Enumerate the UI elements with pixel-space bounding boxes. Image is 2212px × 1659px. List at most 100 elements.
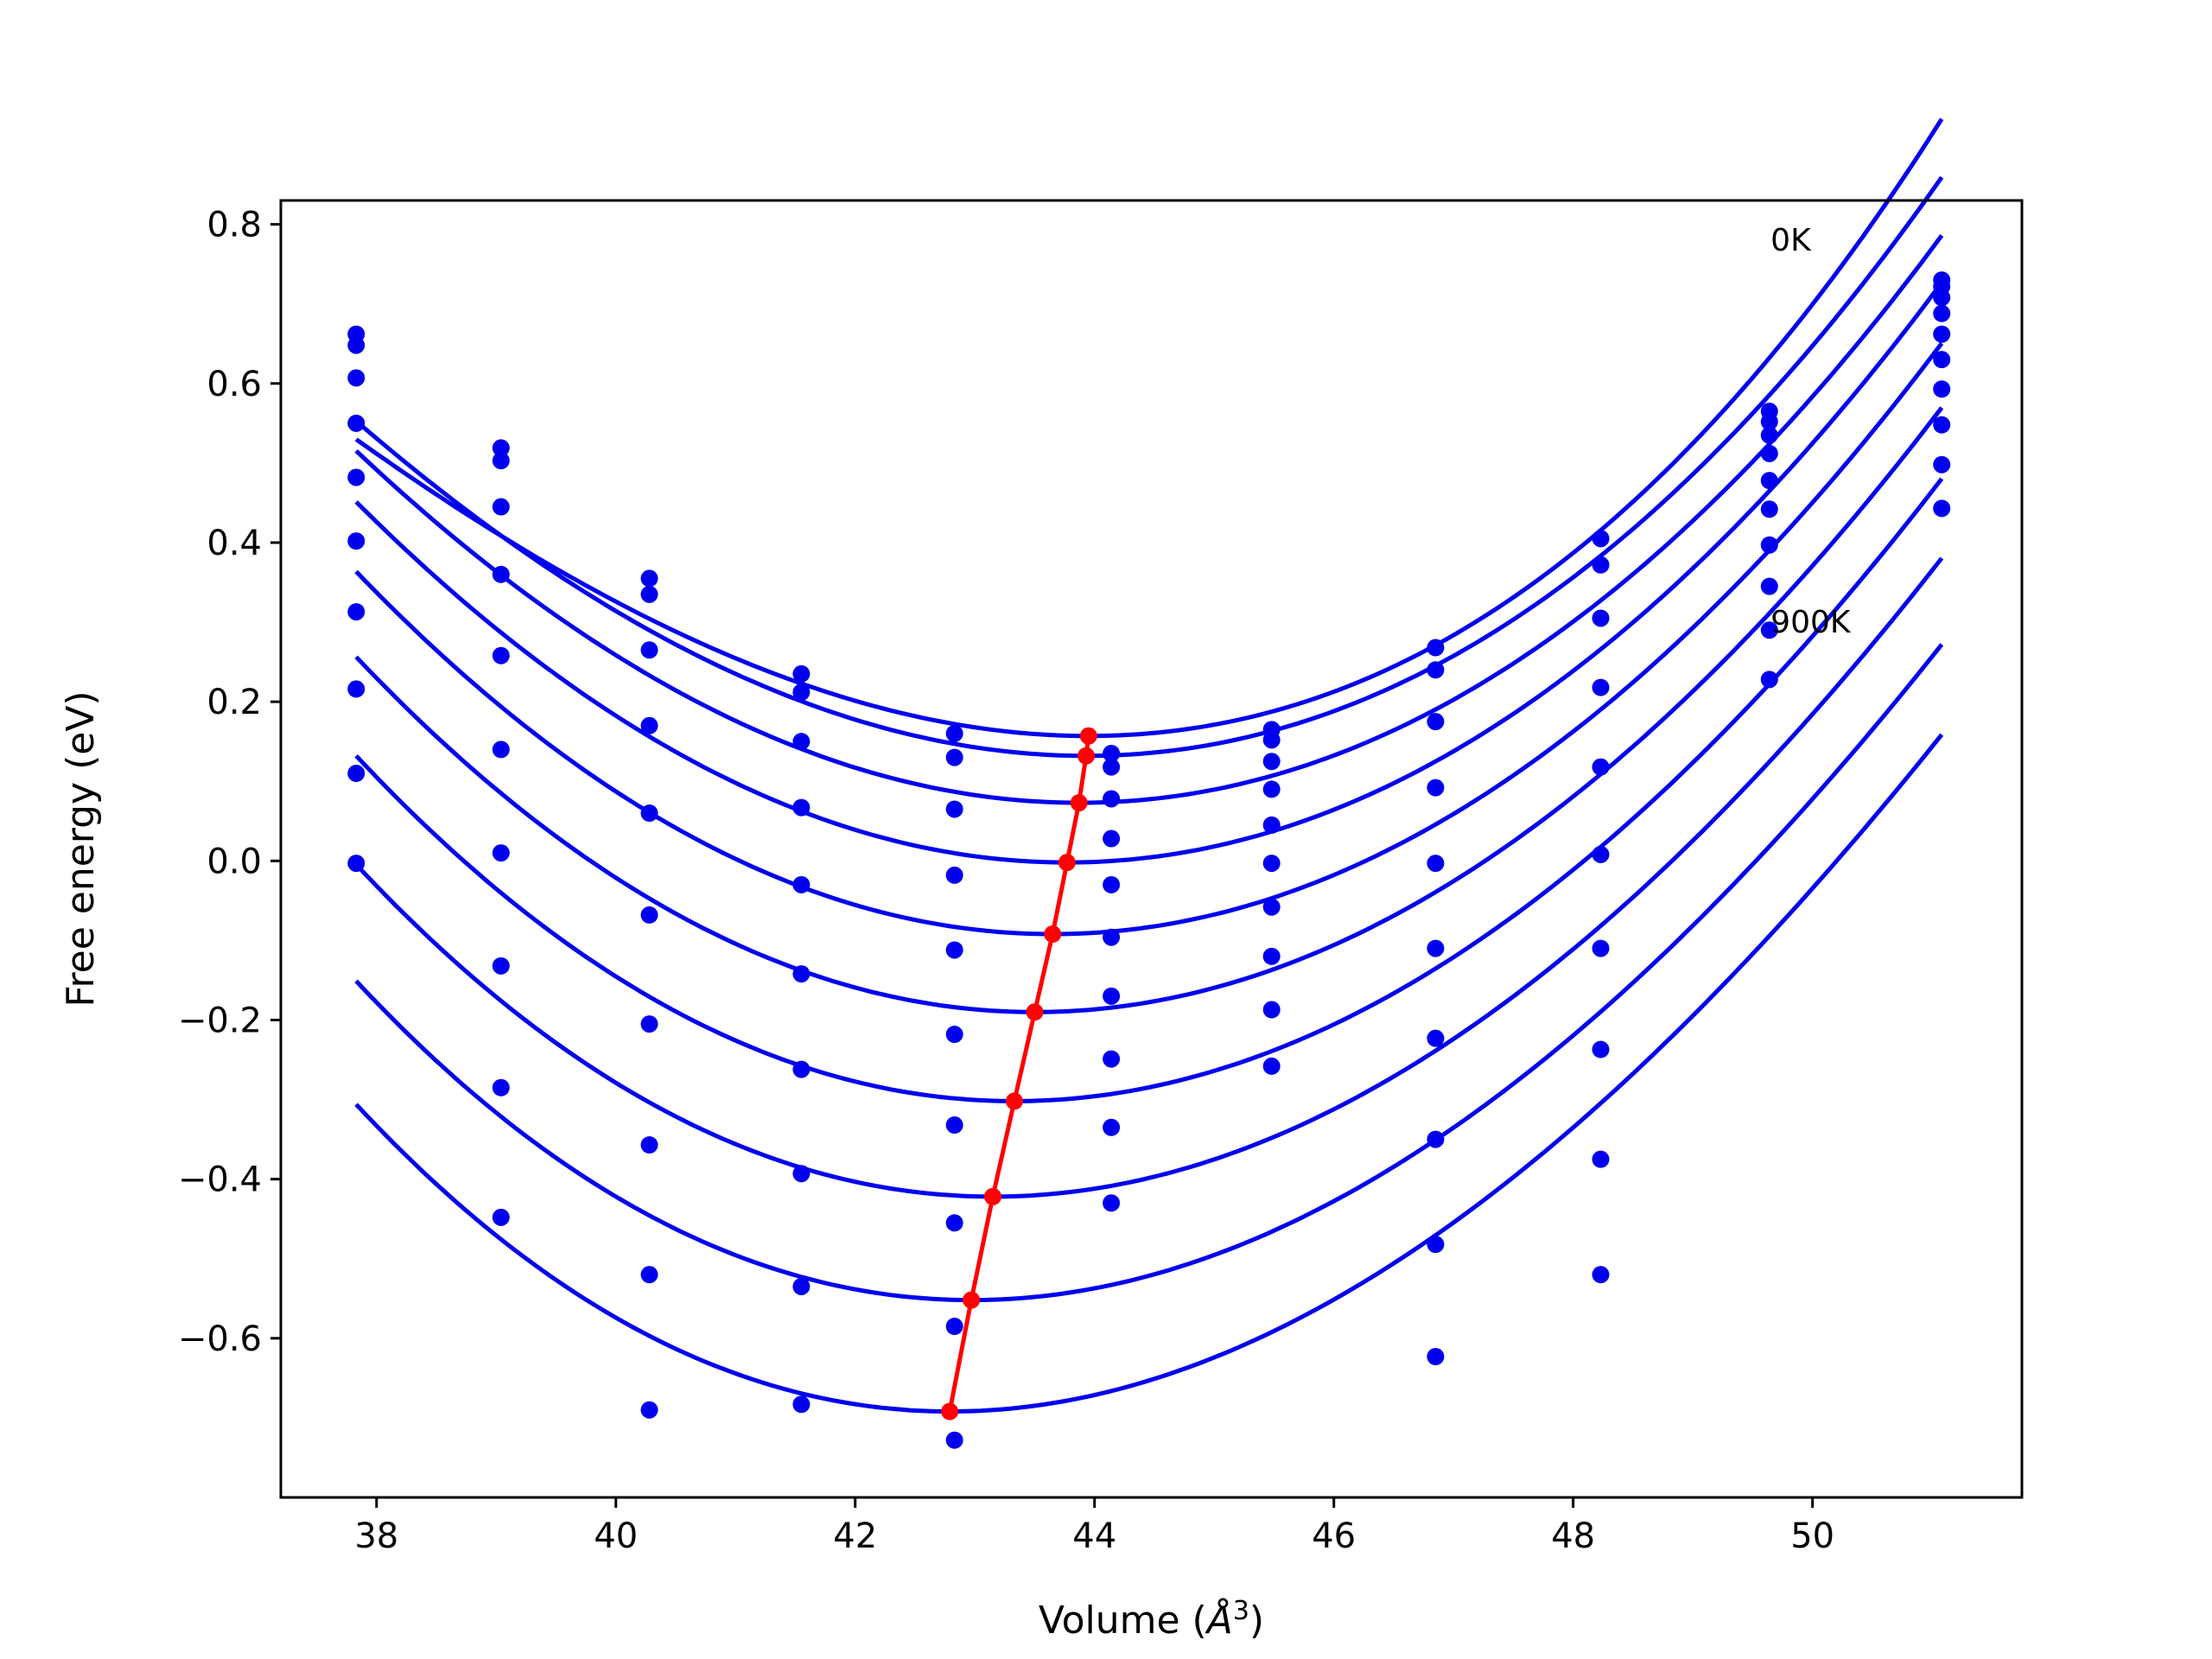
x-axis-unit-power: 3 [1233,1596,1249,1626]
minimum-point-7 [984,1187,1002,1205]
data-point-2-10 [1933,289,1951,307]
data-point-2-1 [492,498,510,516]
data-point-7-3 [792,1165,810,1183]
data-point-4-7 [1427,855,1445,873]
data-point-4-8 [1592,758,1610,776]
data-point-4-2 [640,804,658,823]
data-point-3-4 [945,866,963,884]
data-point-1-4 [945,748,963,766]
data-point-5-1 [492,741,510,759]
minima-line [947,735,1091,1412]
data-point-3-6 [1262,780,1281,798]
data-point-1-5 [1103,758,1121,776]
data-point-7-4 [945,1214,963,1232]
fit-curve-3 [354,281,1944,865]
data-point-2-4 [945,800,963,818]
y-tick-label-0: −0.6 [178,1319,262,1359]
data-point-4-9 [1760,472,1778,490]
fit-curve-7 [354,556,1944,1199]
data-point-7-6 [1262,947,1281,965]
data-point-9-10 [1933,499,1951,518]
data-point-5-5 [1103,928,1121,946]
data-point-6-1 [492,844,510,862]
data-point-5-2 [640,906,658,924]
data-point-7-8 [1592,1040,1610,1058]
data-point-2-3 [792,733,810,751]
data-point-5-7 [1427,939,1445,957]
data-point-8-2 [640,1266,658,1284]
data-point-0-4 [945,724,963,742]
x-axis-label-text: Volume [1039,1599,1180,1643]
data-point-4-0 [347,468,365,486]
data-point-3-2 [640,716,658,734]
data-point-3-3 [792,798,810,817]
data-point-6-8 [1592,939,1610,957]
data-point-5-6 [1262,855,1281,873]
data-point-5-0 [347,532,365,550]
data-point-9-0 [347,855,365,873]
minimum-point-9 [941,1402,959,1421]
minimum-point-2 [1070,794,1088,812]
data-point-6-3 [792,1060,810,1078]
data-point-5-4 [945,1026,963,1044]
y-tick-label-1: −0.4 [178,1160,262,1200]
data-point-8-9 [1760,621,1778,639]
data-point-9-6 [1262,1057,1281,1075]
data-point-1-6 [1262,731,1281,749]
data-point-4-3 [792,875,810,893]
data-point-2-7 [1427,713,1445,731]
data-point-0-2 [640,569,658,588]
data-point-0-3 [792,664,810,683]
data-point-6-4 [945,1116,963,1135]
data-point-3-1 [492,565,510,583]
data-point-7-9 [1760,577,1778,595]
data-point-8-10 [1933,455,1951,474]
fit-curve-4 [354,341,1944,937]
data-point-1-9 [1760,412,1778,430]
data-point-7-10 [1933,416,1951,434]
fit-curve-0 [354,118,1944,739]
data-point-2-2 [640,641,658,659]
data-point-0-5 [1103,744,1121,762]
data-point-4-10 [1933,325,1951,343]
y-tick-label-6: 0.6 [207,365,262,404]
fit-curves [354,118,1944,1414]
data-point-9-8 [1592,1266,1610,1284]
data-point-3-7 [1427,779,1445,797]
data-point-4-6 [1262,816,1281,834]
data-point-4-5 [1103,875,1121,893]
fit-curve-5 [354,406,1944,1014]
minimum-point-1 [1077,747,1096,765]
data-point-1-2 [640,585,658,603]
x-tick-label-5: 48 [1551,1516,1595,1556]
data-point-4-4 [945,941,963,959]
data-point-2-9 [1760,426,1778,444]
x-axis-label: Volume (Å3) [1039,1596,1264,1643]
data-points [347,271,1951,1449]
data-point-7-7 [1427,1130,1445,1148]
data-point-6-0 [347,603,365,621]
data-point-6-6 [1262,898,1281,916]
data-point-6-2 [640,1015,658,1033]
data-point-5-9 [1760,500,1778,518]
plot-frame [279,199,2024,1499]
data-point-2-5 [1103,790,1121,808]
data-point-8-6 [1262,1001,1281,1019]
axis-ticks: 38 40 42 44 46 48 50 −0.6 −0.4 −0.2 0.0 0.2 0.4 0.6 0.… [178,206,1834,1556]
data-point-3-9 [1760,444,1778,462]
y-tick-label-7: 0.8 [207,206,262,245]
data-point-1-1 [492,452,510,470]
data-point-0-8 [1592,530,1610,548]
data-point-1-7 [1427,661,1445,679]
data-point-3-8 [1592,678,1610,696]
data-point-1-0 [347,336,365,354]
data-point-9-7 [1427,1348,1445,1366]
fit-curve-2 [354,234,1944,805]
x-tick-label-1: 40 [594,1516,638,1556]
data-point-9-5 [1103,1194,1121,1212]
data-point-3-0 [347,414,365,432]
x-tick-label-3: 44 [1072,1516,1116,1556]
data-point-9-1 [492,1208,510,1226]
y-axis-label: Free energy (eV) [59,690,103,1007]
